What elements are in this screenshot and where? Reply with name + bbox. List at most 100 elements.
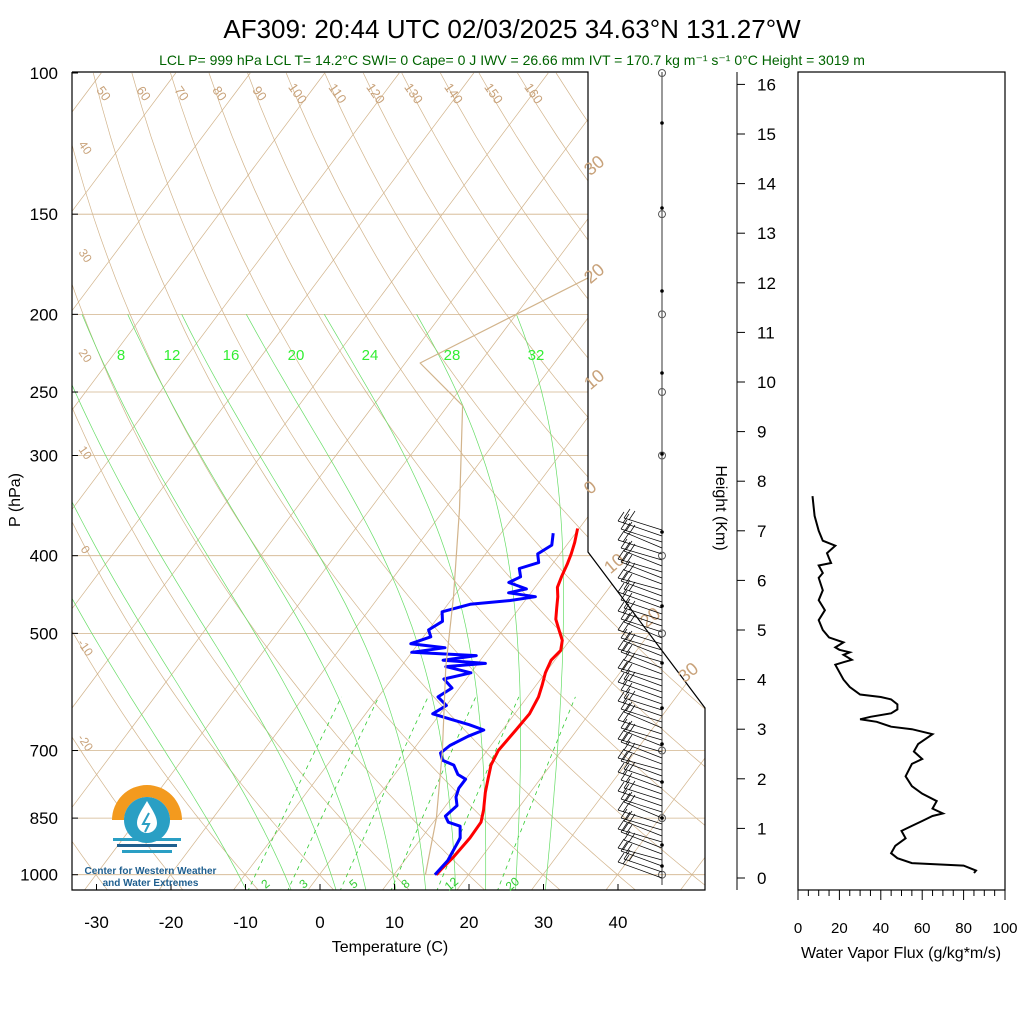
wind-barb-feather [628,614,636,625]
wind-level-circle [658,870,666,879]
wind-barb-feather [625,734,633,745]
wind-barb-feather [617,549,625,560]
isotherm--30 [82,72,698,890]
wind-barb-feather [625,592,633,603]
moist-adiabat-28 [416,314,521,890]
wind-barb-feather [622,840,630,851]
height-tick-label: 6 [757,571,766,590]
wind-barb-shaft [617,558,663,573]
isotherm-label: 80 [209,83,230,103]
dry-adiabat-100 [324,72,705,890]
height-tick-label: 13 [757,224,776,243]
dry-adiabat-lines [72,72,705,890]
wind-barb-feather [620,552,628,563]
wind-level-dot [660,661,664,665]
height-tick-label: 11 [757,323,775,342]
wind-barb-feather [628,633,636,644]
wind-barb-feather [625,611,633,622]
wind-level-circle [658,210,666,219]
wind-barb-shaft [617,629,663,645]
diagram-line-labels: 50 60 70 80 90 100 110 120 130 140 150 160403020100… [75,80,703,893]
dry-adiabat-110 [362,72,705,890]
height-tick-label: 1 [757,819,766,838]
temperature-tick-label: -20 [159,913,184,932]
wind-barb-column [617,69,666,885]
wind-barb-feather [628,780,636,791]
wind-barb-feather [622,532,630,543]
wind-barb-shaft [623,711,663,729]
dry-adiabat-0 [72,72,336,890]
wind-barb-feather [622,783,630,794]
wind-barb-shaft [623,768,663,783]
wind-barb-shaft [623,787,663,801]
height-tick-label: 5 [757,621,766,640]
wind-barb-feather [617,658,625,669]
wind-barb-feather [622,603,630,614]
wind-barb-shaft [617,847,663,861]
isotherm-label: 90 [249,83,270,103]
wind-barb-shaft [617,809,663,825]
wind-level-dot [660,706,664,710]
wind-barb-feather [625,540,633,551]
wind-barb-shaft [617,828,663,843]
isotherm-label: 160 [521,80,546,106]
flux-frame [797,71,1006,891]
isotherm-label: 130 [401,80,426,106]
wind-barb-shaft [620,637,663,651]
wind-barb-shaft [620,618,663,633]
wind-barb-shaft [617,861,663,879]
wind-barb-shaft [623,550,663,567]
logo-wave-bands [113,838,181,853]
wind-barb-feather [628,723,636,734]
isotherm--100 [72,72,177,890]
wind-barb-shaft [617,681,663,699]
height-tick-label: 4 [757,671,766,690]
wind-barb-feather [628,581,636,592]
wind-barb-feather [622,584,630,595]
wind-barb-feather [617,511,625,522]
wind-barb-shaft [617,771,663,789]
wind-barb-shaft [620,727,663,741]
wind-barb-feather [620,628,628,639]
wind-barb-feather [623,612,631,623]
pressure-tick-label: 150 [30,205,58,224]
wind-barb-shaft [623,607,663,621]
wind-level-dot [660,843,664,847]
flux-tick-label: 100 [992,920,1017,937]
isotherm--40 [72,72,624,890]
height-tick-label: 16 [757,75,776,94]
sounding-traces [409,72,705,876]
wind-barb-feather [623,702,631,713]
mixing-ratio-3 [286,696,380,890]
wind-barb-feather [620,699,628,710]
pressure-tick-label: 700 [30,742,58,761]
isotherm--70 [72,72,400,890]
height-tick-label: 3 [757,720,766,739]
wind-barb-feather [628,794,636,805]
wind-barb-feather [622,802,630,813]
wind-barb-shaft [620,798,663,813]
pressure-tick-label: 400 [30,547,58,566]
wind-barb-feather [617,748,625,759]
wind-barb-feather [620,661,628,672]
wind-barb-feather [625,810,633,821]
moist-adiabat-12 [127,314,397,890]
wind-barb-feather [622,622,630,633]
wind-barb-feather [622,731,630,742]
moist-adiabat-label: 30 [674,658,702,686]
wind-barb-feather [628,690,636,701]
wind-barb-feather [622,641,630,652]
isotherm-20 [455,72,705,890]
wind-barb-feather [620,680,628,691]
height-tick-label: 8 [757,472,766,491]
figure-title: AF309: 20:44 UTC 02/03/2025 34.63°N 131.… [223,14,801,44]
wind-barb-feather [620,590,628,601]
moist-adiabat-20 [245,314,457,890]
wind-barb-shaft [623,839,663,855]
height-tick-label: 14 [757,175,776,194]
wind-barb-feather [623,579,631,590]
moist-adiabat-4 [72,314,337,890]
wind-barb-shaft [623,697,663,711]
